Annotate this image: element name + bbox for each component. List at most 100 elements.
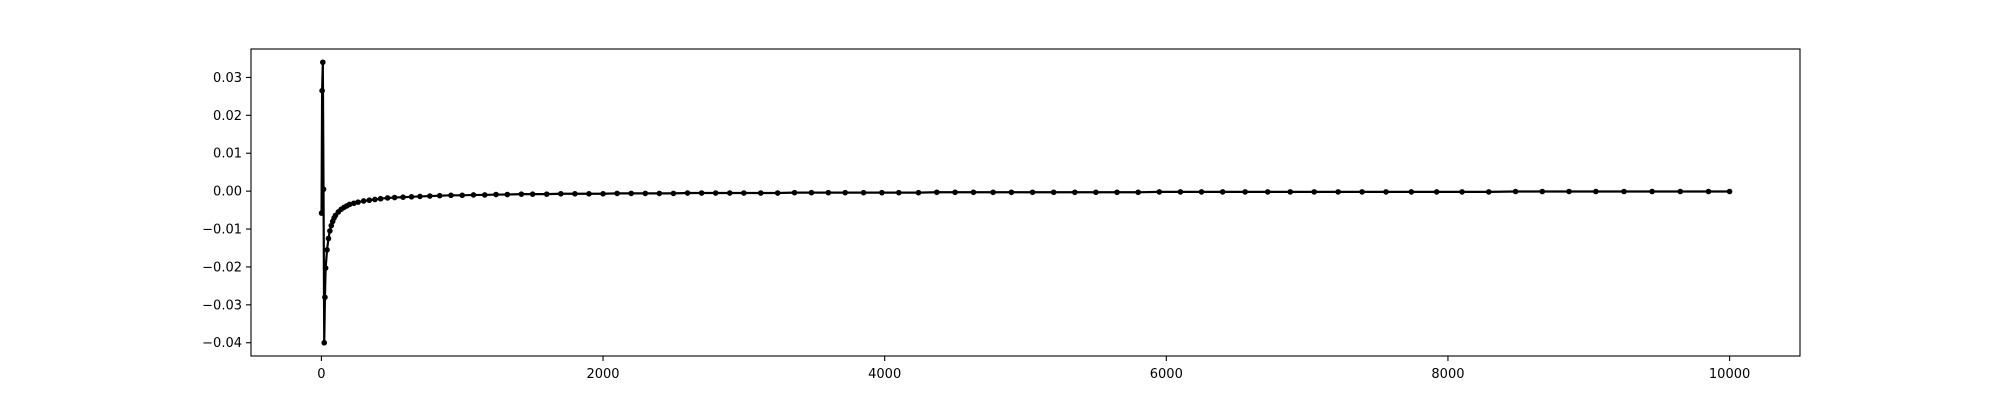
- data-point: [970, 189, 977, 196]
- data-point: [372, 196, 378, 203]
- x-tick-label: 0: [317, 367, 325, 382]
- data-point: [825, 189, 832, 196]
- data-point: [1539, 188, 1546, 195]
- data-point: [320, 186, 327, 193]
- data-point: [377, 195, 384, 202]
- data-point: [952, 189, 958, 196]
- data-point: [1114, 189, 1120, 196]
- data-point: [327, 228, 333, 234]
- data-point: [726, 190, 733, 196]
- data-point: [1512, 188, 1519, 195]
- data-point: [1433, 189, 1440, 195]
- data-point: [933, 189, 940, 196]
- data-point: [322, 294, 328, 301]
- data-point: [1093, 189, 1099, 196]
- data-point: [1566, 188, 1572, 195]
- data-point: [586, 190, 592, 197]
- data-point: [915, 189, 922, 196]
- y-tick-label: 0.01: [213, 147, 242, 162]
- x-tick-label: 2000: [586, 367, 619, 382]
- data-point: [529, 191, 536, 197]
- data-point: [1264, 189, 1271, 195]
- x-axis: 0 2000 4000 6000 8000 10000: [317, 356, 1750, 382]
- data-point: [324, 247, 330, 253]
- data-point: [558, 190, 564, 197]
- data-point: [1071, 189, 1078, 196]
- x-tick-label: 4000: [868, 367, 901, 382]
- y-tick-label: −0.01: [202, 223, 242, 238]
- data-point: [808, 189, 815, 196]
- data-point: [325, 235, 332, 242]
- y-tick-label: −0.03: [202, 298, 242, 313]
- data-point: [1029, 189, 1036, 196]
- data-point: [1485, 189, 1492, 195]
- data-point: [698, 190, 705, 196]
- x-tick-label: 6000: [1150, 367, 1183, 382]
- data-point: [1008, 189, 1015, 196]
- data-point: [1649, 188, 1655, 195]
- data-point: [1335, 189, 1341, 195]
- data-point: [774, 190, 781, 196]
- data-point: [448, 192, 454, 199]
- data-point: [1287, 189, 1294, 195]
- data-point: [1726, 188, 1733, 195]
- data-point: [322, 265, 329, 271]
- data-point: [400, 194, 406, 200]
- data-point: [628, 190, 635, 197]
- data-point: [860, 189, 867, 196]
- data-point: [355, 199, 361, 205]
- x-tick-label: 10000: [1709, 367, 1750, 382]
- data-point: [670, 190, 677, 197]
- data-point: [417, 193, 423, 200]
- x-tick-label: 8000: [1431, 367, 1464, 382]
- data-point: [504, 191, 511, 198]
- y-tick-label: −0.02: [202, 260, 242, 275]
- data-point: [791, 189, 798, 196]
- data-point: [712, 190, 719, 196]
- data-point: [360, 198, 367, 204]
- plot-frame: [250, 48, 1801, 357]
- data-point: [366, 197, 373, 204]
- data-point: [684, 190, 691, 196]
- data-point: [427, 193, 433, 199]
- data-point: [842, 189, 849, 196]
- data-point: [1408, 189, 1415, 195]
- data-point: [1198, 189, 1205, 195]
- data-point: [319, 87, 325, 94]
- data-point: [1135, 189, 1141, 196]
- data-point: [1359, 189, 1365, 195]
- data-point: [321, 339, 328, 346]
- y-tick-label: 0.03: [213, 71, 242, 86]
- data-point: [320, 59, 326, 66]
- data-point: [470, 192, 477, 198]
- data-point: [1177, 189, 1184, 195]
- data-point: [436, 192, 443, 199]
- data-point: [1219, 189, 1226, 195]
- data-point: [741, 190, 747, 196]
- data-point: [642, 190, 649, 197]
- data-point: [572, 190, 578, 197]
- data-point: [459, 192, 466, 199]
- data-point: [1705, 188, 1712, 195]
- data-point: [1621, 188, 1627, 195]
- y-tick-label: 0.02: [213, 109, 242, 124]
- data-point: [879, 189, 885, 196]
- y-tick-label: −0.04: [202, 336, 242, 351]
- data-point: [1050, 189, 1057, 196]
- data-point: [391, 194, 398, 201]
- data-point: [351, 200, 357, 207]
- data-point: [384, 195, 391, 201]
- data-point: [656, 190, 663, 197]
- data-point: [1459, 189, 1465, 195]
- data-point: [318, 210, 325, 216]
- data-point: [1383, 189, 1389, 195]
- data-point: [543, 191, 550, 197]
- data-point: [408, 194, 415, 200]
- data-point: [600, 190, 606, 197]
- data-point: [757, 190, 764, 196]
- data-point: [1311, 189, 1317, 195]
- data-point: [614, 190, 620, 197]
- series-layer: [318, 59, 1733, 346]
